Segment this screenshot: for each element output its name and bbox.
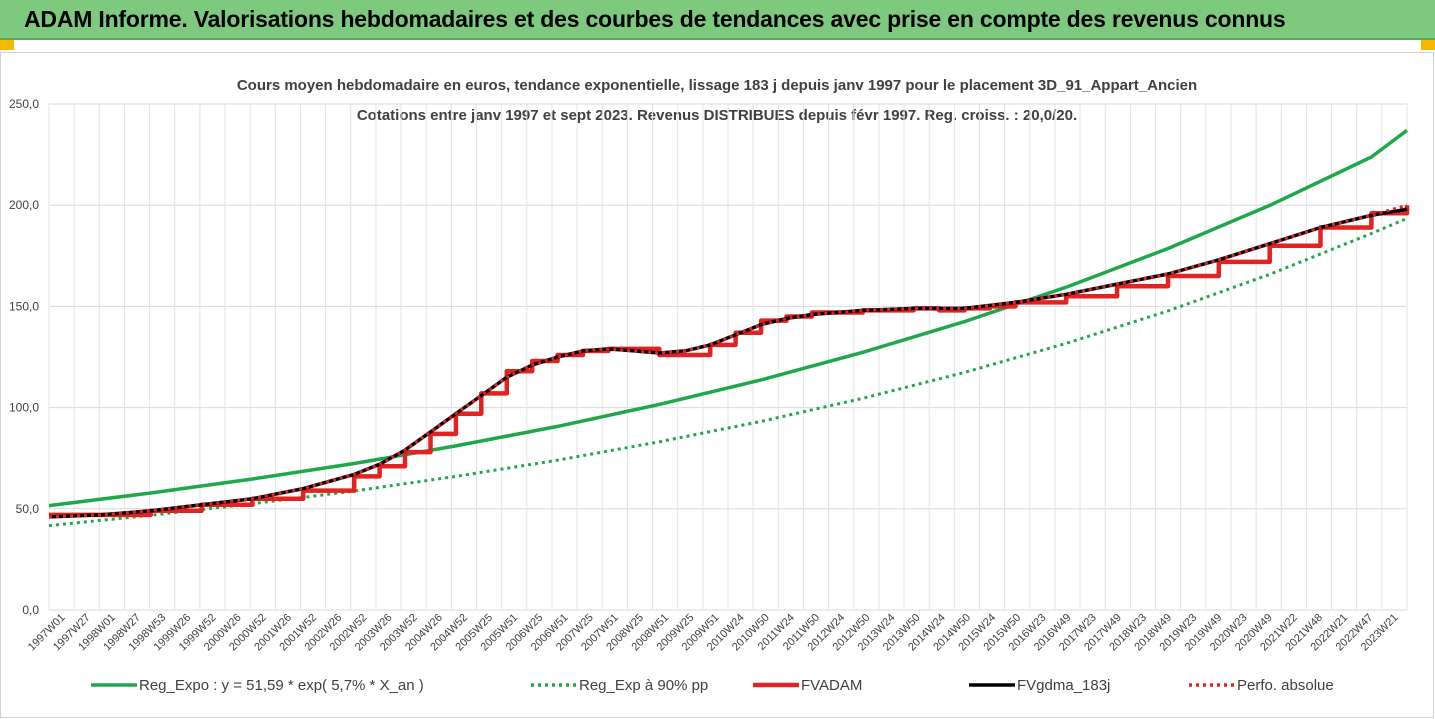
- report-header: ADAM Informe. Valorisations hebdomadaire…: [0, 0, 1435, 40]
- y-axis-ticks: 0,0 50,0 100,0 150,0 200,0 250,0: [9, 97, 39, 617]
- corner-marker-left: [0, 40, 14, 50]
- y-tick-label: 0,0: [22, 603, 39, 617]
- y-tick-label: 50,0: [16, 502, 40, 516]
- legend: Reg_Expo : y = 51,59 * exp( 5,7% * X_an …: [91, 677, 1334, 694]
- chart-title: Cours moyen hebdomadaire en euros, tenda…: [237, 77, 1197, 94]
- series-line-0: [48, 128, 1409, 508]
- series-line-4: [48, 203, 1408, 519]
- chart-frame: Cours moyen hebdomadaire en euros, tenda…: [0, 52, 1434, 718]
- legend-label: FVADAM: [801, 677, 862, 694]
- x-axis-ticks: 1997W011997W271998W011998W271998W531999W…: [26, 612, 1401, 654]
- y-tick-label: 150,0: [9, 299, 39, 313]
- legend-label: FVgdma_183j: [1017, 677, 1110, 694]
- y-tick-label: 100,0: [9, 401, 39, 415]
- report-title: ADAM Informe. Valorisations hebdomadaire…: [24, 6, 1286, 32]
- legend-label: Reg_Exp à 90% pp: [579, 677, 708, 694]
- legend-label: Perfo. absolue: [1237, 677, 1334, 694]
- series-line-2: [49, 205, 1410, 518]
- y-tick-label: 200,0: [9, 198, 39, 212]
- series-layer: [48, 128, 1410, 528]
- chart-subtitle: Cotations entre janv 1997 et sept 2023. …: [357, 107, 1077, 124]
- y-tick-label: 250,0: [9, 97, 39, 111]
- legend-label: Reg_Expo : y = 51,59 * exp( 5,7% * X_an …: [139, 677, 424, 694]
- corner-marker-right: [1421, 40, 1435, 50]
- grid-layer: [48, 103, 1408, 611]
- chart-svg: Cours moyen hebdomadaire en euros, tenda…: [9, 77, 1410, 694]
